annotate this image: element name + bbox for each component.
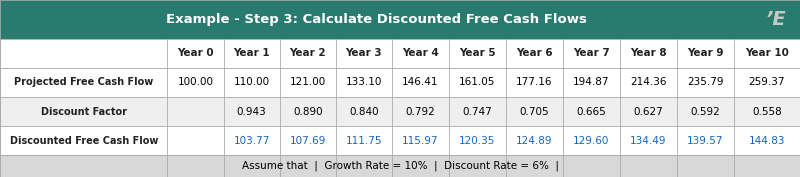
Text: Year 7: Year 7 (573, 48, 610, 58)
Text: 120.35: 120.35 (459, 136, 495, 146)
Text: 214.36: 214.36 (630, 77, 666, 87)
Bar (0, 68, 800, 97)
Text: Year 10: Year 10 (745, 48, 789, 58)
Text: Year 8: Year 8 (630, 48, 666, 58)
Text: 0.792: 0.792 (406, 107, 435, 116)
Text: 110.00: 110.00 (234, 77, 270, 87)
Text: Discount Factor: Discount Factor (41, 107, 126, 116)
Text: Year 4: Year 4 (402, 48, 438, 58)
Text: Year 1: Year 1 (234, 48, 270, 58)
Text: 259.37: 259.37 (749, 77, 786, 87)
Text: 0.840: 0.840 (349, 107, 378, 116)
Text: 134.49: 134.49 (630, 136, 666, 146)
Text: Example - Step 3: Calculate Discounted Free Cash Flows: Example - Step 3: Calculate Discounted F… (166, 13, 586, 26)
Text: Projected Free Cash Flow: Projected Free Cash Flow (14, 77, 154, 87)
Text: 144.83: 144.83 (749, 136, 786, 146)
Text: 129.60: 129.60 (574, 136, 610, 146)
Bar (0, 39, 800, 68)
Text: 107.69: 107.69 (290, 136, 326, 146)
Text: 177.16: 177.16 (516, 77, 553, 87)
Text: Year 5: Year 5 (459, 48, 496, 58)
Text: 121.00: 121.00 (290, 77, 326, 87)
Text: 0.705: 0.705 (519, 107, 550, 116)
Text: 103.77: 103.77 (234, 136, 270, 146)
Text: 194.87: 194.87 (573, 77, 610, 87)
Text: Year 3: Year 3 (346, 48, 382, 58)
Text: 235.79: 235.79 (687, 77, 724, 87)
Text: 0.747: 0.747 (462, 107, 492, 116)
Text: 0.890: 0.890 (293, 107, 322, 116)
Text: 0.627: 0.627 (634, 107, 663, 116)
Text: 111.75: 111.75 (346, 136, 382, 146)
Text: Assume that  |  Growth Rate = 10%  |  Discount Rate = 6%  |: Assume that | Growth Rate = 10% | Discou… (242, 161, 558, 171)
Text: 100.00: 100.00 (178, 77, 214, 87)
Text: 115.97: 115.97 (402, 136, 438, 146)
Text: Year 9: Year 9 (687, 48, 724, 58)
Text: 0.943: 0.943 (237, 107, 266, 116)
Text: 124.89: 124.89 (516, 136, 553, 146)
Text: Year 0: Year 0 (177, 48, 214, 58)
Bar (0, 97, 800, 126)
Text: 161.05: 161.05 (459, 77, 495, 87)
Text: 133.10: 133.10 (346, 77, 382, 87)
Text: Year 2: Year 2 (290, 48, 326, 58)
Text: 139.57: 139.57 (687, 136, 724, 146)
Bar (0, 126, 800, 155)
Text: 0.665: 0.665 (577, 107, 606, 116)
Bar (0, 0, 800, 39)
Text: 0.592: 0.592 (690, 107, 720, 116)
Text: Discounted Free Cash Flow: Discounted Free Cash Flow (10, 136, 158, 146)
Text: 146.41: 146.41 (402, 77, 438, 87)
Text: ’E: ’E (766, 10, 786, 29)
Text: 0.558: 0.558 (752, 107, 782, 116)
Text: Year 6: Year 6 (516, 48, 553, 58)
Bar (0, 155, 800, 177)
